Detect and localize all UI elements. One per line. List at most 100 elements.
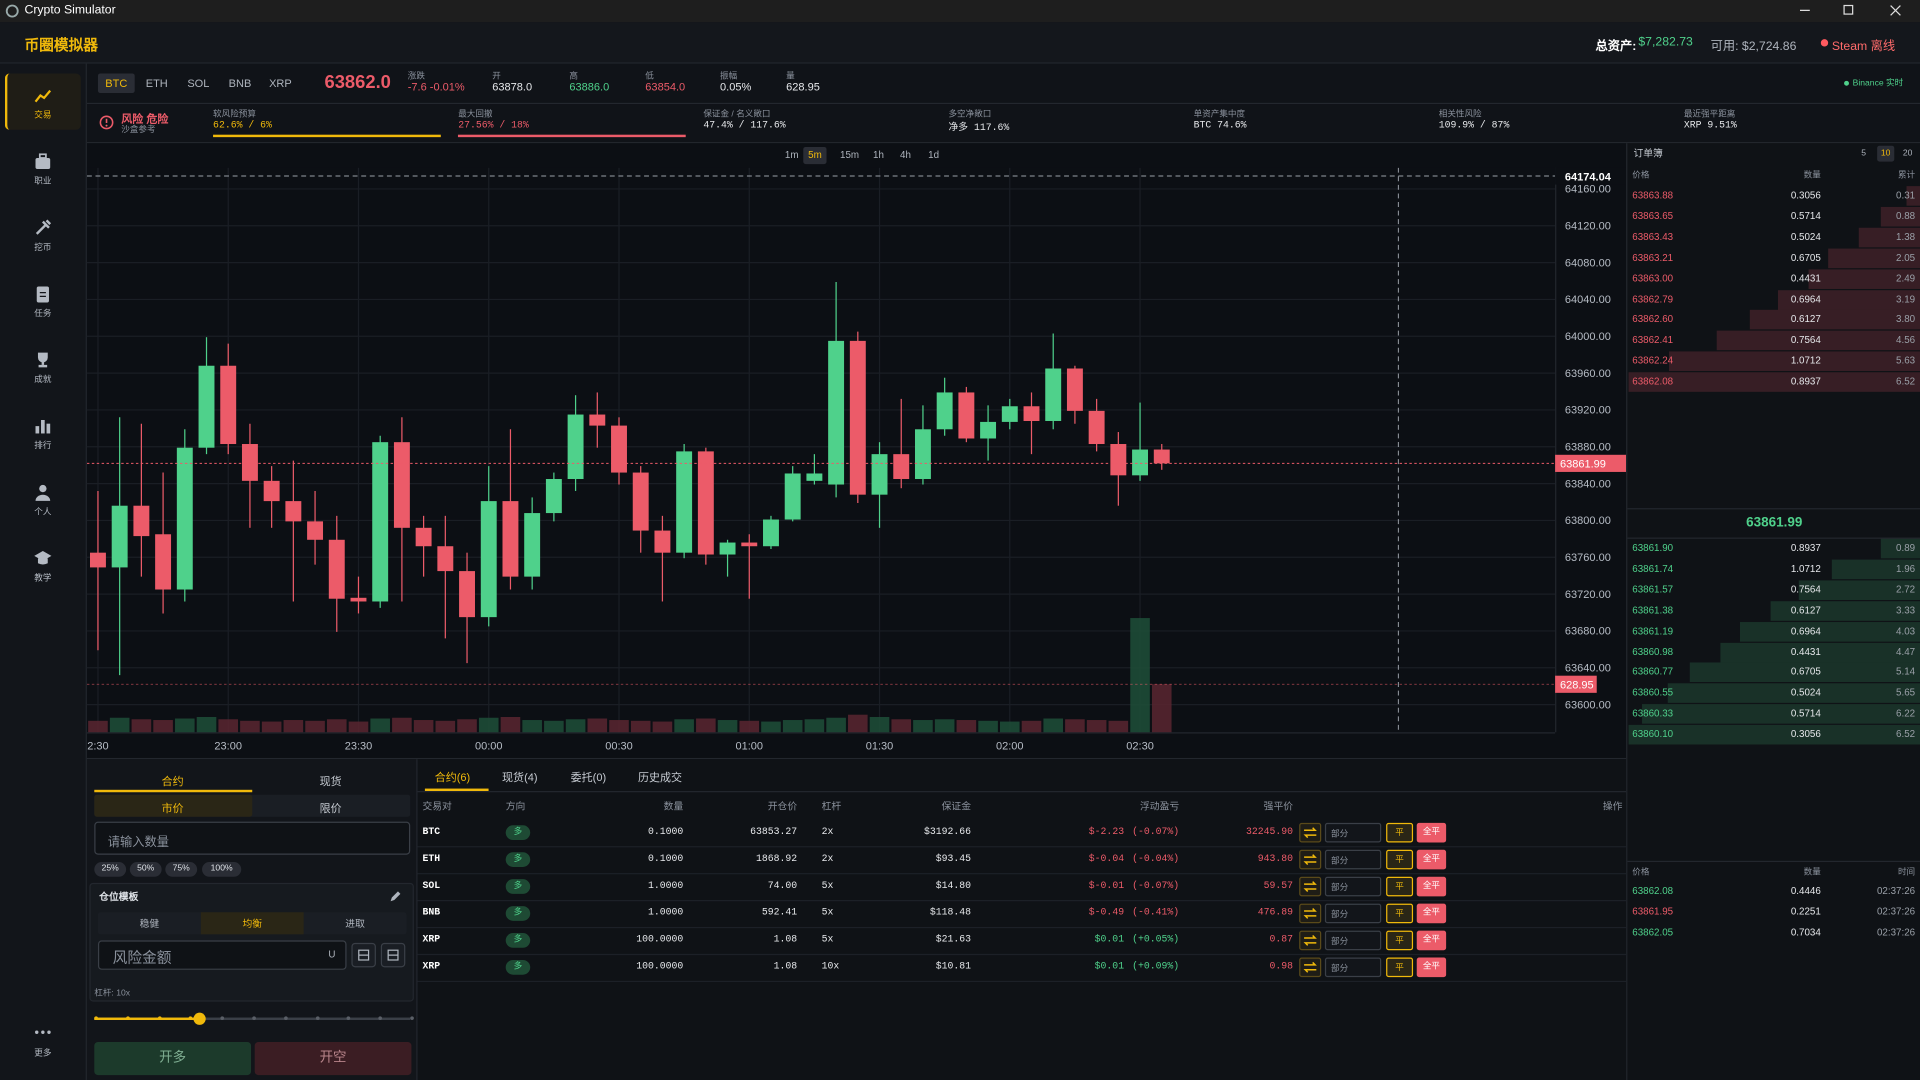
template-option[interactable]: 均衡 [242, 918, 263, 930]
form-tab[interactable]: 现货 [319, 775, 342, 788]
source-dot [1844, 80, 1849, 86]
candlestick-chart: 63600.00 63640.00 63680.00 63720.00 63760.00… [86, 167, 1627, 752]
reverse-button[interactable] [1299, 957, 1322, 978]
partial-input[interactable]: 部分 [1324, 822, 1382, 843]
icon-button[interactable] [380, 942, 406, 968]
close-button[interactable]: 平 [1386, 849, 1414, 870]
steam-status[interactable]: Steam 离线 [1831, 40, 1896, 54]
nav-item[interactable]: 个人 [34, 508, 52, 517]
symbol-tab[interactable]: ETH [145, 77, 168, 90]
nav-icon-part [34, 89, 52, 103]
order-type[interactable]: 市价 [161, 802, 184, 815]
nav-item[interactable]: 排行 [34, 442, 52, 451]
depth-button[interactable]: 10 [1877, 145, 1895, 162]
partial-input[interactable]: 部分 [1324, 957, 1382, 978]
form-tab[interactable]: 合约 [161, 775, 184, 788]
timeframe-button[interactable]: 4h [900, 149, 911, 161]
symbol-tab[interactable]: XRP [269, 77, 292, 90]
partial-input[interactable]: 部分 [1324, 930, 1382, 951]
nav-item[interactable]: 教学 [34, 574, 52, 583]
close-all-button[interactable]: 全平 [1416, 822, 1447, 843]
close-button[interactable]: 平 [1386, 930, 1414, 951]
nav-item[interactable]: 挖币 [34, 243, 52, 253]
column-header: 数量 [1803, 171, 1821, 180]
reverse-button[interactable] [1299, 849, 1322, 870]
nav-item[interactable]: 交易 [34, 111, 52, 120]
candle-body [198, 365, 215, 448]
volume-bar [457, 719, 477, 733]
timeframe-button[interactable]: 5m [803, 146, 827, 165]
icon-button[interactable] [351, 942, 376, 968]
percent-button[interactable]: 75% [165, 862, 198, 877]
symbol-tab[interactable]: SOL [187, 77, 210, 90]
percent-button[interactable]: 100% [202, 862, 242, 877]
risk-bar: 风险 危险 沙盒参考 软风险预算 62.6% / 6% 最大回撤 27.56% / 18%… [86, 104, 1920, 144]
percent-button[interactable]: 50% [129, 862, 162, 877]
close-all-button[interactable]: 全平 [1416, 849, 1447, 870]
position-cell: BTC [422, 826, 441, 838]
sell-button[interactable]: 开空 [254, 1042, 412, 1076]
risk-input[interactable]: 风险金额 U [97, 940, 347, 970]
partial-input[interactable]: 部分 [1324, 849, 1382, 870]
depth-bar [1628, 372, 1920, 392]
reverse-icon-part [1303, 854, 1317, 866]
buy-button[interactable]: 开多 [94, 1042, 252, 1076]
volume-bar [218, 719, 239, 733]
book-cum: 5.65 [1896, 687, 1916, 699]
close-all-button[interactable]: 全平 [1416, 876, 1447, 897]
timeframe-button[interactable]: 1d [928, 149, 940, 161]
timeframe-button[interactable]: 1h [873, 149, 884, 161]
order-type[interactable]: 限价 [319, 802, 342, 815]
candle-body [241, 444, 258, 481]
symbol-tab[interactable]: BTC [97, 73, 135, 94]
quantity-input[interactable]: 请输入数量 [94, 821, 411, 855]
close-button[interactable]: 平 [1386, 876, 1414, 897]
reverse-button[interactable] [1299, 876, 1322, 897]
positions-tab[interactable]: 历史成交 [637, 771, 683, 784]
order-form: 合约 现货 市价 限价 请输入数量 25% 50% 75% 100% 仓位模板 稳健 均衡 进取 风险金额… [86, 759, 418, 1080]
position-cell: $10.81 [935, 961, 972, 973]
reverse-button[interactable] [1299, 903, 1322, 924]
close-button[interactable]: 平 [1386, 822, 1414, 843]
nav-icon [37, 352, 48, 368]
stat-label: 开 [492, 72, 501, 81]
risk-metric-label: 多空净敞口 [948, 110, 992, 119]
volume-bar [283, 720, 304, 733]
partial-placeholder: 部分 [1331, 857, 1349, 866]
close-button[interactable]: 平 [1386, 903, 1414, 924]
nav-item[interactable]: 成就 [34, 375, 52, 385]
close-all-button[interactable]: 全平 [1416, 903, 1447, 924]
timeframe-button[interactable]: 15m [840, 149, 860, 161]
positions-tab[interactable]: 合约(6) [434, 771, 471, 784]
position-cell: 5x [821, 907, 834, 919]
y-tick-label: 63640.00 [1565, 662, 1611, 674]
template-option[interactable]: 进取 [345, 918, 365, 930]
nav-item[interactable]: 任务 [34, 309, 52, 319]
template-active [200, 912, 304, 935]
timeframe-button[interactable]: 1m [784, 149, 799, 161]
positions-tab[interactable]: 委托(0) [570, 771, 607, 784]
nav-more[interactable]: 更多 [34, 1049, 52, 1058]
reverse-button[interactable] [1299, 822, 1322, 843]
percent-button[interactable]: 25% [94, 862, 127, 877]
close-all-button[interactable]: 全平 [1416, 957, 1447, 978]
nav-icon-part [35, 426, 40, 434]
reverse-button[interactable] [1299, 930, 1322, 951]
template-option[interactable]: 稳健 [139, 918, 160, 930]
slider-knob[interactable] [193, 1012, 206, 1025]
depth-button[interactable]: 5 [1861, 149, 1867, 158]
nav-icon [35, 484, 51, 501]
book-cum: 6.52 [1896, 376, 1916, 388]
partial-input[interactable]: 部分 [1324, 876, 1382, 897]
warning-icon [99, 115, 114, 130]
positions-tab[interactable]: 现货(4) [502, 771, 538, 784]
partial-input[interactable]: 部分 [1324, 903, 1382, 924]
symbol-tab[interactable]: BNB [228, 77, 252, 90]
depth-bar [1858, 227, 1920, 248]
close-all-button[interactable]: 全平 [1416, 930, 1447, 951]
close-button[interactable]: 平 [1386, 957, 1414, 978]
depth-button[interactable]: 20 [1902, 149, 1913, 158]
edit-icon-part [390, 891, 401, 902]
nav-item[interactable]: 职业 [34, 177, 52, 187]
position-cell: 592.41 [761, 907, 798, 919]
